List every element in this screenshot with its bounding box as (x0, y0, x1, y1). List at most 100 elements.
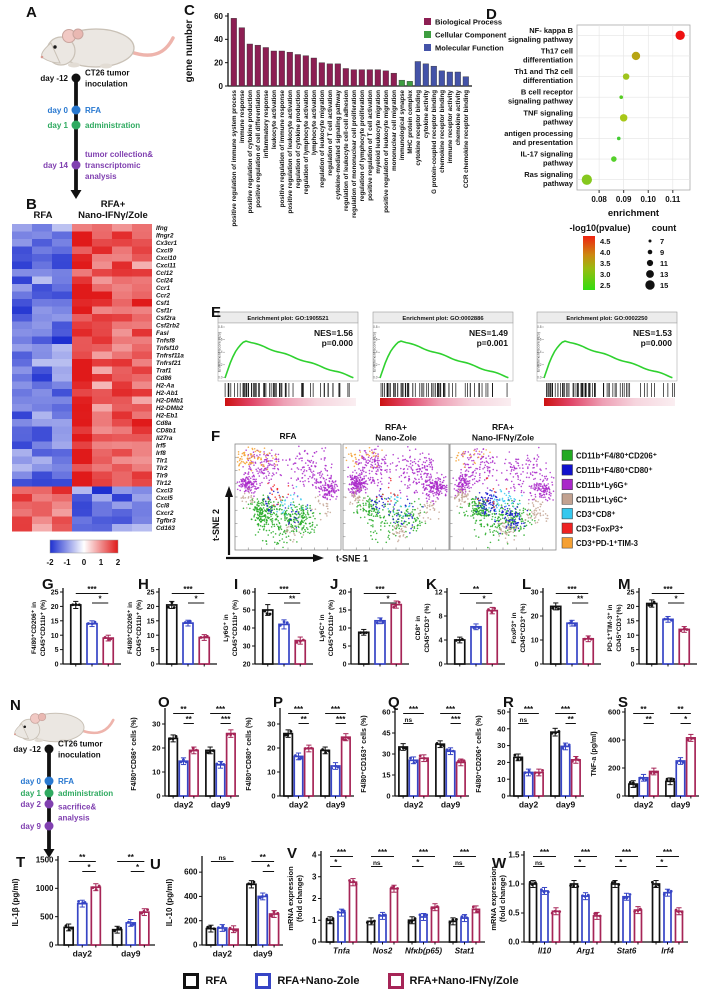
svg-text:4.0: 4.0 (600, 248, 610, 257)
svg-text:30: 30 (267, 720, 275, 729)
svg-text:0: 0 (343, 662, 347, 669)
svg-text:0.4: 0.4 (373, 350, 378, 354)
svg-text:0: 0 (151, 662, 155, 669)
svg-text:40: 40 (243, 626, 251, 633)
bar-chart-u: 0 200 400 600 IL-10 (pg/ml) day2 ns day9 ** * (150, 848, 288, 980)
svg-text:Tlr12: Tlr12 (156, 480, 172, 487)
svg-text:20: 20 (339, 590, 347, 597)
bar-chart-k: 0 4 8 12 CD8⁺ in CD45⁺CD3⁺ (%) ** * (412, 580, 508, 697)
svg-text:4.5: 4.5 (600, 237, 610, 246)
svg-text:Enrichment plot: GO:1905521: Enrichment plot: GO:1905521 (247, 316, 329, 322)
svg-text:CD8b1: CD8b1 (156, 428, 176, 435)
svg-text:Csf2rb2: Csf2rb2 (156, 323, 180, 330)
svg-text:Tnfsf8: Tnfsf8 (156, 338, 175, 345)
svg-text:*: * (195, 595, 199, 604)
svg-text:0: 0 (193, 941, 198, 950)
svg-text:NF- kappa B: NF- kappa B (529, 26, 573, 35)
nano-zole-swatch (255, 973, 272, 989)
svg-text:Irf8: Irf8 (156, 450, 166, 457)
svg-text:F4/80⁺CD80⁺ cells (%): F4/80⁺CD80⁺ cells (%) (246, 717, 253, 791)
svg-text:regulation of mononuclear cell: regulation of mononuclear cell prolifera… (351, 90, 358, 218)
svg-text:administration: administration (85, 121, 140, 130)
svg-text:regulation of lymphocyte activ: regulation of lymphocyte activation (303, 90, 310, 194)
svg-text:**: ** (260, 853, 267, 862)
svg-text:NES=1.49: NES=1.49 (469, 328, 508, 338)
bar-chart-r: 0 10 20 30 40 50 F4/80⁺CD206⁺ cells (%) day2 ***… (473, 700, 587, 831)
svg-text:Csf2ra: Csf2ra (156, 315, 176, 322)
svg-text:*: * (483, 595, 487, 604)
svg-text:Enrichment plot: GO:0002250: Enrichment plot: GO:0002250 (566, 316, 647, 322)
svg-text:ns: ns (520, 717, 528, 724)
svg-text:CT26 tumor: CT26 tumor (58, 740, 102, 749)
svg-text:day 0: day 0 (21, 777, 42, 786)
bar-chart-j: 0 5 10 15 20 Ly6C⁺ in CD45⁺CD11b⁺ (%) *** * (316, 580, 412, 697)
svg-text:20: 20 (267, 744, 275, 753)
svg-text:F4/80⁺CD206⁺ in: F4/80⁺CD206⁺ in (31, 602, 38, 654)
panel-j-bar-chart: J 0 5 10 15 20 Ly6C⁺ in CD45⁺CD11b⁺ (%) *** * (316, 576, 412, 692)
svg-text:5: 5 (151, 647, 155, 654)
svg-text:Ifng: Ifng (156, 225, 168, 232)
legend-item-nano-zole: RFA+Nano-Zole (255, 973, 360, 989)
svg-text:***: *** (409, 705, 419, 714)
svg-text:**: ** (646, 715, 653, 724)
svg-text:Tnfrsf21: Tnfrsf21 (156, 360, 181, 367)
panel-o-bar-chart: O 0 10 20 30 F4/80⁺CD86⁺ cells (%) day2 ** ** da… (128, 694, 242, 826)
gsea-plots: Enrichment plot: GO:1905521 0.8 0.6 0.4 0.2 0… (205, 300, 702, 425)
svg-text:20: 20 (497, 758, 505, 767)
svg-text:CD45⁺CD11b⁺ (%): CD45⁺CD11b⁺ (%) (136, 600, 143, 656)
panel-f-tsne: F RFA RFA+ Nano-Zole RFA+ Nano-IFNγ/Zole CD11… (205, 422, 702, 587)
bar-chart-p: 0 10 20 30 F4/80⁺CD80⁺ cells (%) day2 *** ** day… (243, 700, 357, 831)
svg-text:ns: ns (218, 855, 226, 862)
svg-text:20: 20 (51, 604, 59, 611)
panel-v-bar-chart: V 0 1 2 3 4 mRNA expression (fold change) Tnfa *… (285, 843, 490, 976)
svg-text:*: * (675, 595, 679, 604)
svg-text:pathway: pathway (543, 159, 574, 168)
svg-text:Cxcl5: Cxcl5 (156, 495, 173, 502)
svg-text:45: 45 (382, 729, 390, 738)
bar-chart-i: 20 30 40 50 60 Ly6G⁺ in CD45⁺CD11b⁺ (%) *** ** (220, 580, 316, 697)
svg-text:analysis: analysis (85, 172, 117, 181)
svg-text:15: 15 (339, 608, 347, 615)
svg-text:10: 10 (152, 768, 160, 777)
bar-chart-q: 0 15 30 45 60 F4/80⁺CD163⁺ cells (%) day2 *** ns… (358, 700, 472, 831)
svg-text:day2: day2 (634, 800, 654, 810)
svg-text:*: * (136, 863, 140, 872)
panel-a-timeline: A day -12 CT26 tumor inoculation day 0 RFA da… (18, 4, 193, 199)
panel-letter-n: N (10, 697, 21, 714)
panel-letter-h: H (138, 576, 149, 593)
panel-letter-j: J (330, 576, 339, 593)
svg-text:G protein-coupled receptor bin: G protein-coupled receptor binding (431, 90, 438, 194)
bar-chart-l: 0 10 20 30 FoxP3⁺ in CD45⁺CD3⁺ (%) *** ** (508, 580, 604, 697)
svg-text:H2-DMb1: H2-DMb1 (156, 398, 184, 405)
svg-text:day2: day2 (289, 800, 309, 810)
svg-text:0: 0 (312, 938, 317, 947)
svg-text:RFA: RFA (58, 777, 74, 786)
svg-text:0.2: 0.2 (373, 363, 378, 367)
svg-text:count: count (652, 223, 677, 233)
svg-text:0: 0 (271, 792, 275, 801)
svg-text:positive regulation of cell di: positive regulation of cell differentiat… (255, 90, 262, 208)
svg-text:**: ** (289, 595, 296, 604)
svg-text:0.0: 0.0 (373, 375, 378, 379)
svg-text:CD45⁺CD3⁺ (%): CD45⁺CD3⁺ (%) (520, 603, 527, 652)
panel-r-bar-chart: R 0 10 20 30 40 50 F4/80⁺CD206⁺ cells (%) day2 *… (473, 694, 587, 826)
svg-text:RFA: RFA (280, 431, 297, 441)
svg-text:F4/80⁺CD206⁺ cells (%): F4/80⁺CD206⁺ cells (%) (476, 715, 483, 792)
svg-text:day9: day9 (121, 949, 141, 959)
svg-text:day2: day2 (73, 949, 93, 959)
svg-text:15: 15 (147, 618, 155, 625)
panel-letter-l: L (522, 576, 532, 593)
svg-text:0: 0 (631, 662, 635, 669)
svg-text:Tlr2: Tlr2 (156, 465, 168, 472)
svg-text:Enrichment score (ES): Enrichment score (ES) (536, 331, 541, 372)
svg-text:***: *** (87, 585, 97, 594)
svg-text:Ccl8: Ccl8 (156, 503, 170, 510)
svg-text:leukocyte activation: leukocyte activation (271, 90, 278, 149)
svg-text:400: 400 (184, 892, 198, 901)
svg-text:0: 0 (439, 662, 443, 669)
svg-text:CD3⁺CD8⁺: CD3⁺CD8⁺ (576, 510, 615, 519)
svg-text:p=0.000: p=0.000 (322, 338, 354, 348)
svg-text:positive regulation of cytokin: positive regulation of cytokine producti… (247, 90, 254, 214)
svg-text:500: 500 (40, 912, 54, 921)
svg-text:RFA+: RFA+ (385, 422, 407, 432)
